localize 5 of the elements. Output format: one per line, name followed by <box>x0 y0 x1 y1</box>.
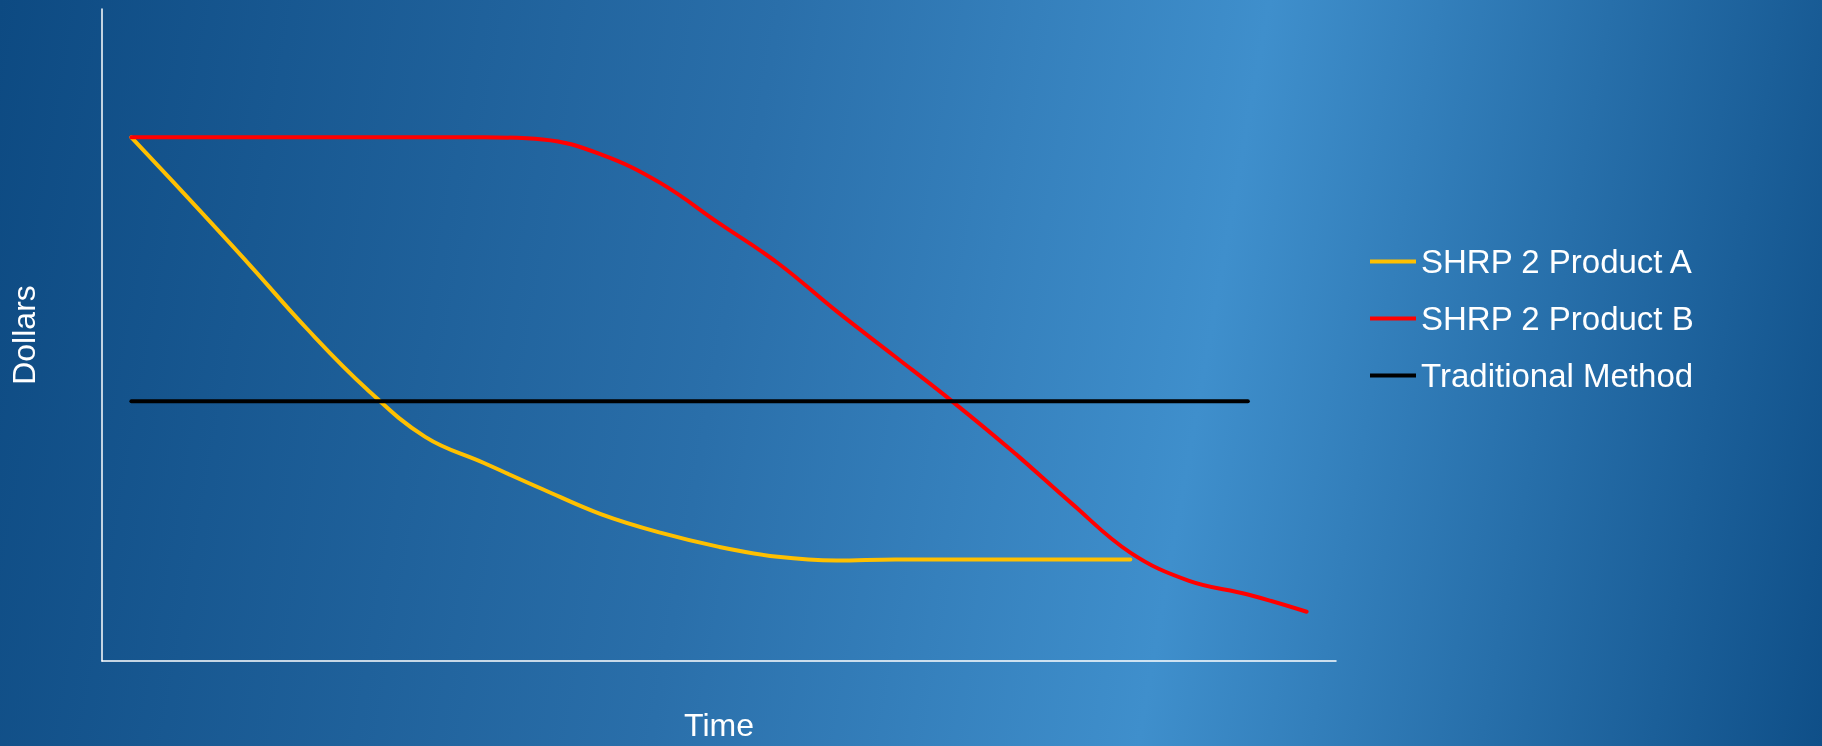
legend-label: Traditional Method <box>1421 357 1694 394</box>
legend-label: SHRP 2 Product A <box>1421 243 1692 280</box>
legend-label: SHRP 2 Product B <box>1421 300 1694 337</box>
x-axis-title: Time <box>684 707 754 743</box>
y-axis-title: Dollars <box>6 285 42 385</box>
